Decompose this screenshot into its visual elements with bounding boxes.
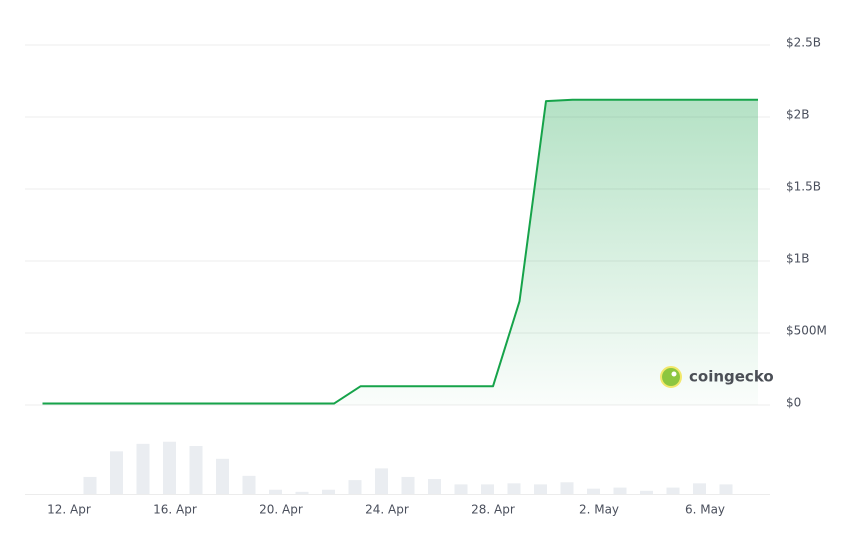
volume-bar	[83, 476, 97, 494]
y-tick-label: $2.5B	[786, 36, 821, 50]
volume-bar	[613, 487, 627, 494]
volume-bar	[216, 458, 229, 494]
volume-bar	[534, 484, 547, 494]
volume-bar	[110, 451, 123, 494]
volume-bar	[189, 446, 203, 494]
volume-bar	[295, 491, 309, 494]
volume-bar	[269, 489, 282, 494]
volume-bar	[507, 483, 521, 494]
volume-bar	[666, 487, 680, 494]
volume-bar	[560, 482, 574, 494]
y-tick-label: $2B	[786, 108, 810, 122]
x-tick-label: 2. May	[579, 503, 619, 517]
x-tick-label: 20. Apr	[259, 503, 303, 517]
line	[42, 98, 758, 405]
y-tick-label: $1B	[786, 252, 810, 266]
x-tick-label: 24. Apr	[365, 503, 409, 517]
watermark: coingecko	[660, 366, 774, 388]
volume-bar	[322, 489, 335, 494]
watermark-text: coingecko	[689, 368, 774, 386]
volume-bar	[136, 443, 150, 494]
volume-bar	[693, 483, 706, 494]
volume-bar	[163, 441, 176, 494]
volume-bar	[719, 484, 733, 494]
area-fill	[42, 99, 758, 405]
volume-bar	[587, 488, 600, 494]
volume-bar	[401, 476, 415, 494]
x-tick-label: 28. Apr	[471, 503, 515, 517]
volume-bar	[454, 484, 468, 494]
volume-bar	[348, 480, 362, 494]
x-tick-label: 16. Apr	[153, 503, 197, 517]
volume-bar	[640, 490, 653, 494]
volume-bar	[375, 468, 388, 494]
y-tick-label: $500M	[786, 324, 827, 338]
volume-bar	[481, 484, 494, 494]
y-tick-label: $1.5B	[786, 180, 821, 194]
volume-bar	[242, 475, 256, 494]
y-tick-label: $0	[786, 396, 801, 410]
x-tick-label: 12. Apr	[47, 503, 91, 517]
x-tick-label: 6. May	[685, 503, 725, 517]
volume-bar	[428, 479, 441, 494]
